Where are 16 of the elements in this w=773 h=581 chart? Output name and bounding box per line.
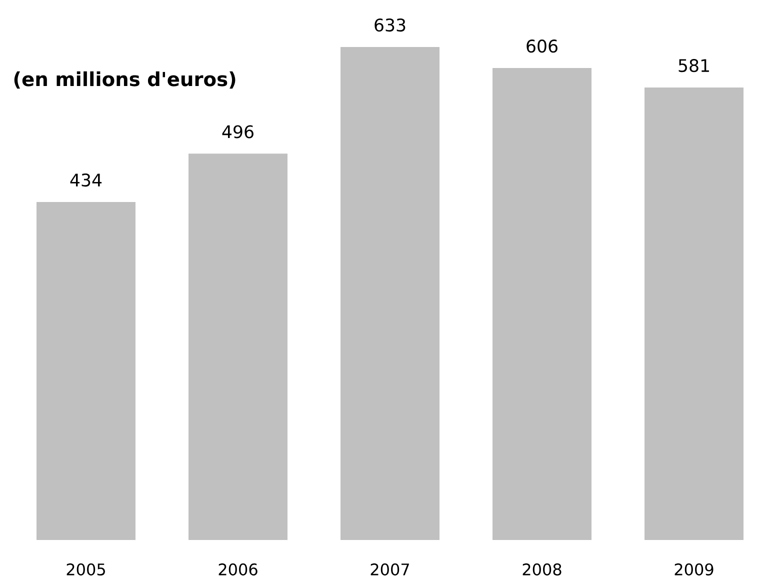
bar: [644, 87, 744, 540]
x-tick-label: 2009: [674, 563, 714, 576]
bar: [36, 202, 136, 540]
bar: [492, 68, 592, 540]
bar: [188, 154, 288, 540]
x-tick-label: 2005: [66, 563, 105, 576]
x-tick-label: 2006: [218, 563, 258, 576]
x-tick-label: 2007: [370, 563, 409, 576]
text: (en millions d'euros): [14, 71, 236, 89]
data-label: 496: [222, 125, 254, 138]
bar: [340, 46, 440, 540]
data-label: 434: [70, 173, 102, 187]
data-label: 581: [678, 58, 709, 72]
x-tick-label: 2008: [522, 563, 562, 576]
data-label: 633: [374, 18, 406, 32]
data-label: 606: [526, 40, 558, 53]
